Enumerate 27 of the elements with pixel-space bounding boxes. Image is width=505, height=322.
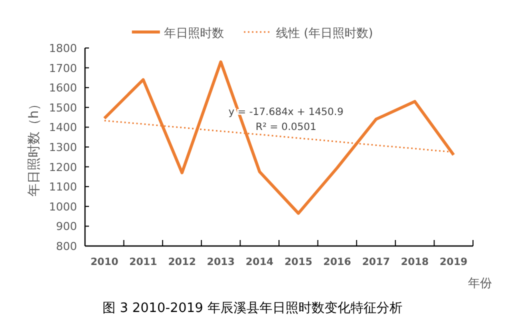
y-tick-label: 1500 xyxy=(49,101,77,114)
y-tick-label: 900 xyxy=(56,220,77,234)
x-tick-label: 2018 xyxy=(400,257,429,268)
x-tick-label: 2017 xyxy=(362,257,390,268)
x-tick-label: 2016 xyxy=(323,257,352,268)
x-tick-label: 2010 xyxy=(90,257,118,268)
x-tick-label: 2011 xyxy=(129,257,158,268)
x-tick-label: 2014 xyxy=(246,257,274,268)
legend-label: 年日照时数 xyxy=(164,26,224,40)
y-tick-label: 1200 xyxy=(49,160,77,174)
y-tick-label: 1400 xyxy=(49,121,77,134)
y-tick-label: 1300 xyxy=(49,141,77,154)
y-tick-label: 1100 xyxy=(49,180,77,194)
y-axis-title: 年日照时数（h） xyxy=(27,97,42,197)
y-tick-label: 1800 xyxy=(49,42,77,55)
y-tick-label: 1700 xyxy=(49,62,77,75)
text: 图 3 2010-2019 年辰溪县年日照时数变化特征分析 xyxy=(102,301,402,316)
annotation: R² = 0.0501 xyxy=(256,122,316,133)
y-tick-label: 1600 xyxy=(49,82,77,95)
x-tick-label: 2019 xyxy=(440,257,468,268)
x-axis-title: 年份 xyxy=(468,276,492,290)
x-tick-label: 2015 xyxy=(284,257,312,268)
y-tick-label: 800 xyxy=(56,240,77,253)
x-tick-label: 2012 xyxy=(168,257,196,268)
legend-label: 线性 (年日照时数) xyxy=(276,26,374,40)
y-tick-label: 1000 xyxy=(49,200,77,214)
x-tick-label: 2013 xyxy=(206,257,235,268)
